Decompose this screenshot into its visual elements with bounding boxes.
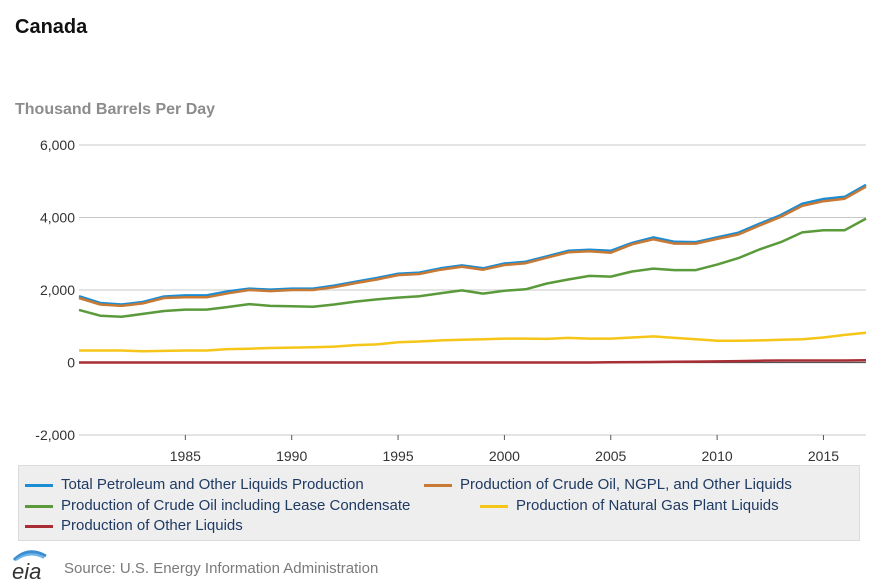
legend-label: Production of Crude Oil, NGPL, and Other… (460, 476, 792, 493)
source-note: Source: U.S. Energy Information Administ… (64, 560, 379, 577)
x-tick-label: 1985 (170, 448, 201, 464)
legend-label: Production of Natural Gas Plant Liquids (516, 497, 779, 514)
legend-item-other-liquids[interactable]: Production of Other Liquids (25, 517, 243, 534)
x-tick-label: 2010 (702, 448, 733, 464)
x-tick-label: 2005 (595, 448, 626, 464)
series-line-3[interactable] (79, 331, 867, 353)
line-chart: 6,000 4,000 2,000 0 -2,000 1985 1990 1995 2000 2… (35, 137, 867, 464)
x-tick-label: 1995 (382, 448, 413, 464)
legend-label: Production of Other Liquids (61, 517, 243, 534)
legend-swatch (25, 525, 53, 528)
logo-text: eia (12, 559, 41, 584)
y-tick-label: 2,000 (40, 282, 75, 298)
y-tick-label: 4,000 (40, 210, 75, 226)
series-line-0[interactable] (78, 183, 867, 306)
series-line-1[interactable] (78, 185, 867, 308)
grid-lines (79, 144, 866, 436)
series-line-4[interactable] (79, 359, 867, 364)
legend-swatch (25, 505, 53, 508)
y-tick-label: 6,000 (40, 137, 75, 153)
legend-label: Production of Crude Oil including Lease … (61, 497, 411, 514)
y-axis-ticks: 6,000 4,000 2,000 0 -2,000 (35, 137, 75, 443)
series-lines (78, 183, 867, 364)
legend-item-total-petroleum[interactable]: Total Petroleum and Other Liquids Produc… (25, 476, 364, 493)
x-tick-label: 2015 (808, 448, 839, 464)
legend-item-crude-ngpl[interactable]: Production of Crude Oil, NGPL, and Other… (424, 476, 792, 493)
legend-swatch (424, 484, 452, 487)
y-tick-label: -2,000 (35, 427, 75, 443)
series-line-2[interactable] (78, 217, 867, 319)
chart-legend: Total Petroleum and Other Liquids Produc… (18, 465, 860, 541)
legend-swatch (25, 484, 53, 487)
x-tick-label: 2000 (489, 448, 520, 464)
eia-logo: eia (12, 550, 47, 584)
x-axis-ticks: 1985 1990 1995 2000 2005 2010 2015 (170, 435, 839, 464)
legend-item-crude-condensate[interactable]: Production of Crude Oil including Lease … (25, 497, 411, 514)
footer: eia Source: U.S. Energy Information Admi… (8, 548, 868, 584)
x-tick-label: 1990 (276, 448, 307, 464)
chart-title: Canada (15, 16, 88, 38)
units-label: Thousand Barrels Per Day (15, 101, 216, 118)
legend-swatch (480, 505, 508, 508)
legend-label: Total Petroleum and Other Liquids Produc… (61, 476, 364, 493)
legend-item-ngpl[interactable]: Production of Natural Gas Plant Liquids (480, 497, 779, 514)
y-tick-label: 0 (67, 355, 75, 371)
